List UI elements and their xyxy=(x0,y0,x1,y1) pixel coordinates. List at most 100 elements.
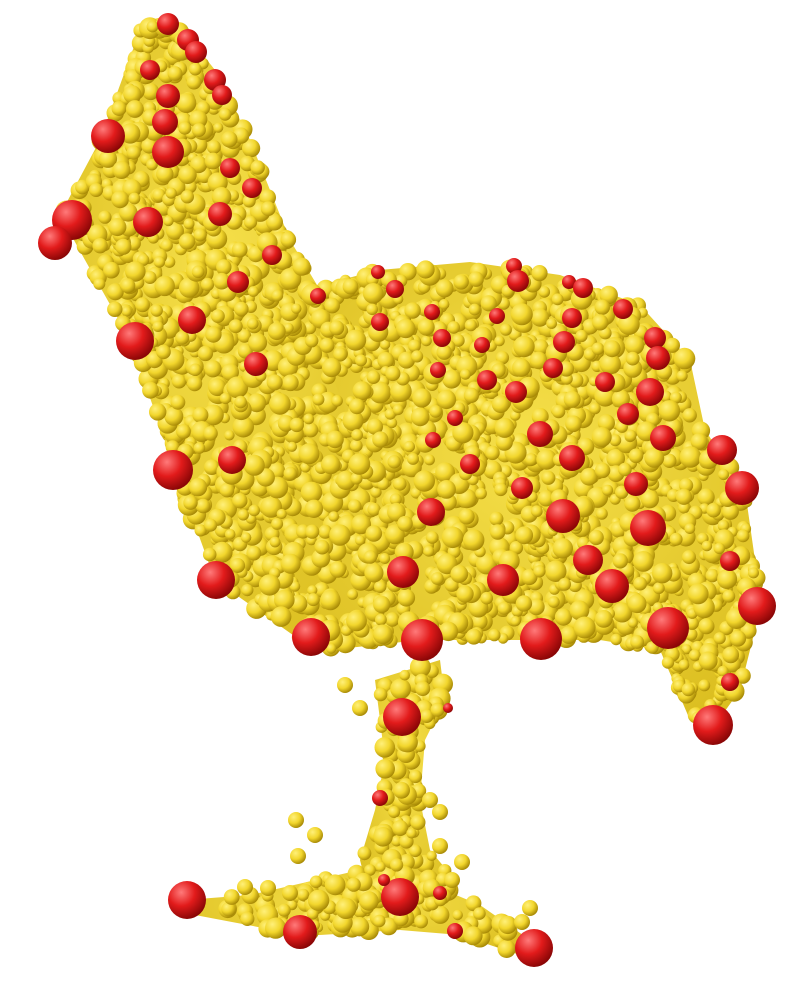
yellow-point xyxy=(363,550,378,564)
yellow-point xyxy=(465,628,482,645)
yellow-point xyxy=(410,814,426,831)
yellow-point xyxy=(237,329,252,343)
yellow-point xyxy=(407,452,419,465)
red-keypoint xyxy=(116,322,154,360)
yellow-point xyxy=(269,536,281,548)
yellow-point xyxy=(499,323,512,336)
yellow-point xyxy=(705,568,720,583)
yellow-point xyxy=(624,429,637,442)
yellow-point xyxy=(701,540,713,552)
yellow-point xyxy=(126,145,141,160)
yellow-point xyxy=(397,589,416,607)
yellow-point xyxy=(422,792,438,808)
yellow-point xyxy=(644,447,665,468)
yellow-point xyxy=(165,187,177,199)
yellow-point xyxy=(408,769,423,784)
yellow-point xyxy=(713,542,725,555)
yellow-point xyxy=(213,272,230,290)
yellow-point xyxy=(211,541,233,563)
yellow-point xyxy=(573,616,596,639)
yellow-point xyxy=(203,404,224,426)
yellow-point xyxy=(569,600,590,621)
yellow-point xyxy=(195,498,211,514)
yellow-point xyxy=(346,877,361,892)
yellow-point xyxy=(277,903,291,917)
red-keypoint xyxy=(644,327,666,349)
yellow-point xyxy=(307,827,323,843)
yellow-point xyxy=(237,879,253,895)
yellow-point xyxy=(128,192,141,205)
yellow-point xyxy=(717,569,738,589)
yellow-point xyxy=(718,469,730,481)
yellow-point xyxy=(430,702,445,717)
yellow-point xyxy=(624,335,645,355)
yellow-point xyxy=(319,337,335,353)
yellow-point xyxy=(204,152,222,170)
yellow-point xyxy=(176,424,191,439)
yellow-point xyxy=(146,20,159,33)
red-keypoint xyxy=(371,313,389,331)
yellow-point xyxy=(530,505,543,518)
yellow-point xyxy=(189,110,208,129)
yellow-point xyxy=(450,565,469,583)
yellow-point xyxy=(259,189,277,206)
red-keypoint xyxy=(527,421,553,447)
yellow-point xyxy=(609,434,622,447)
yellow-point xyxy=(280,231,297,248)
yellow-point xyxy=(524,453,538,466)
yellow-point xyxy=(226,376,249,399)
yellow-point xyxy=(551,404,566,419)
red-keypoint xyxy=(505,381,527,403)
yellow-point xyxy=(231,241,248,258)
yellow-point xyxy=(379,553,391,564)
yellow-point xyxy=(154,275,175,297)
red-keypoint xyxy=(487,564,519,596)
yellow-point xyxy=(219,482,235,498)
red-keypoint xyxy=(244,352,268,376)
yellow-point xyxy=(559,626,578,644)
yellow-point xyxy=(424,454,435,466)
yellow-point xyxy=(183,218,195,230)
yellow-point xyxy=(223,889,240,905)
yellow-point xyxy=(266,213,283,231)
yellow-point xyxy=(307,585,318,596)
yellow-point xyxy=(304,499,324,518)
yellow-point xyxy=(250,160,265,175)
yellow-point xyxy=(347,589,358,600)
yellow-point xyxy=(687,583,709,605)
yellow-point xyxy=(396,318,416,339)
yellow-point xyxy=(203,426,218,441)
yellow-point xyxy=(328,511,340,522)
yellow-point xyxy=(390,678,411,700)
yellow-point xyxy=(364,864,376,876)
red-keypoint xyxy=(220,158,240,178)
yellow-point xyxy=(717,519,730,532)
red-keypoint xyxy=(562,308,582,328)
yellow-point xyxy=(329,524,351,546)
red-keypoint xyxy=(218,446,246,474)
yellow-point xyxy=(397,515,413,532)
red-keypoint xyxy=(546,499,580,533)
yellow-point xyxy=(350,472,363,485)
yellow-point xyxy=(392,820,409,836)
yellow-point xyxy=(454,854,470,870)
yellow-point xyxy=(242,139,261,158)
yellow-point xyxy=(678,659,690,671)
yellow-point xyxy=(197,345,214,362)
yellow-point xyxy=(125,100,144,118)
yellow-point xyxy=(591,427,612,447)
yellow-point xyxy=(558,577,571,591)
yellow-point xyxy=(260,496,283,518)
yellow-point xyxy=(612,553,628,569)
yellow-point xyxy=(451,334,465,347)
red-keypoint xyxy=(543,358,563,378)
yellow-point xyxy=(661,656,675,669)
red-keypoint xyxy=(292,618,330,656)
yellow-point xyxy=(529,351,548,370)
yellow-point xyxy=(270,606,292,627)
yellow-point xyxy=(167,66,183,81)
yellow-point xyxy=(430,572,444,585)
yellow-point xyxy=(156,165,174,183)
yellow-point xyxy=(610,633,622,646)
red-keypoint xyxy=(573,278,593,298)
